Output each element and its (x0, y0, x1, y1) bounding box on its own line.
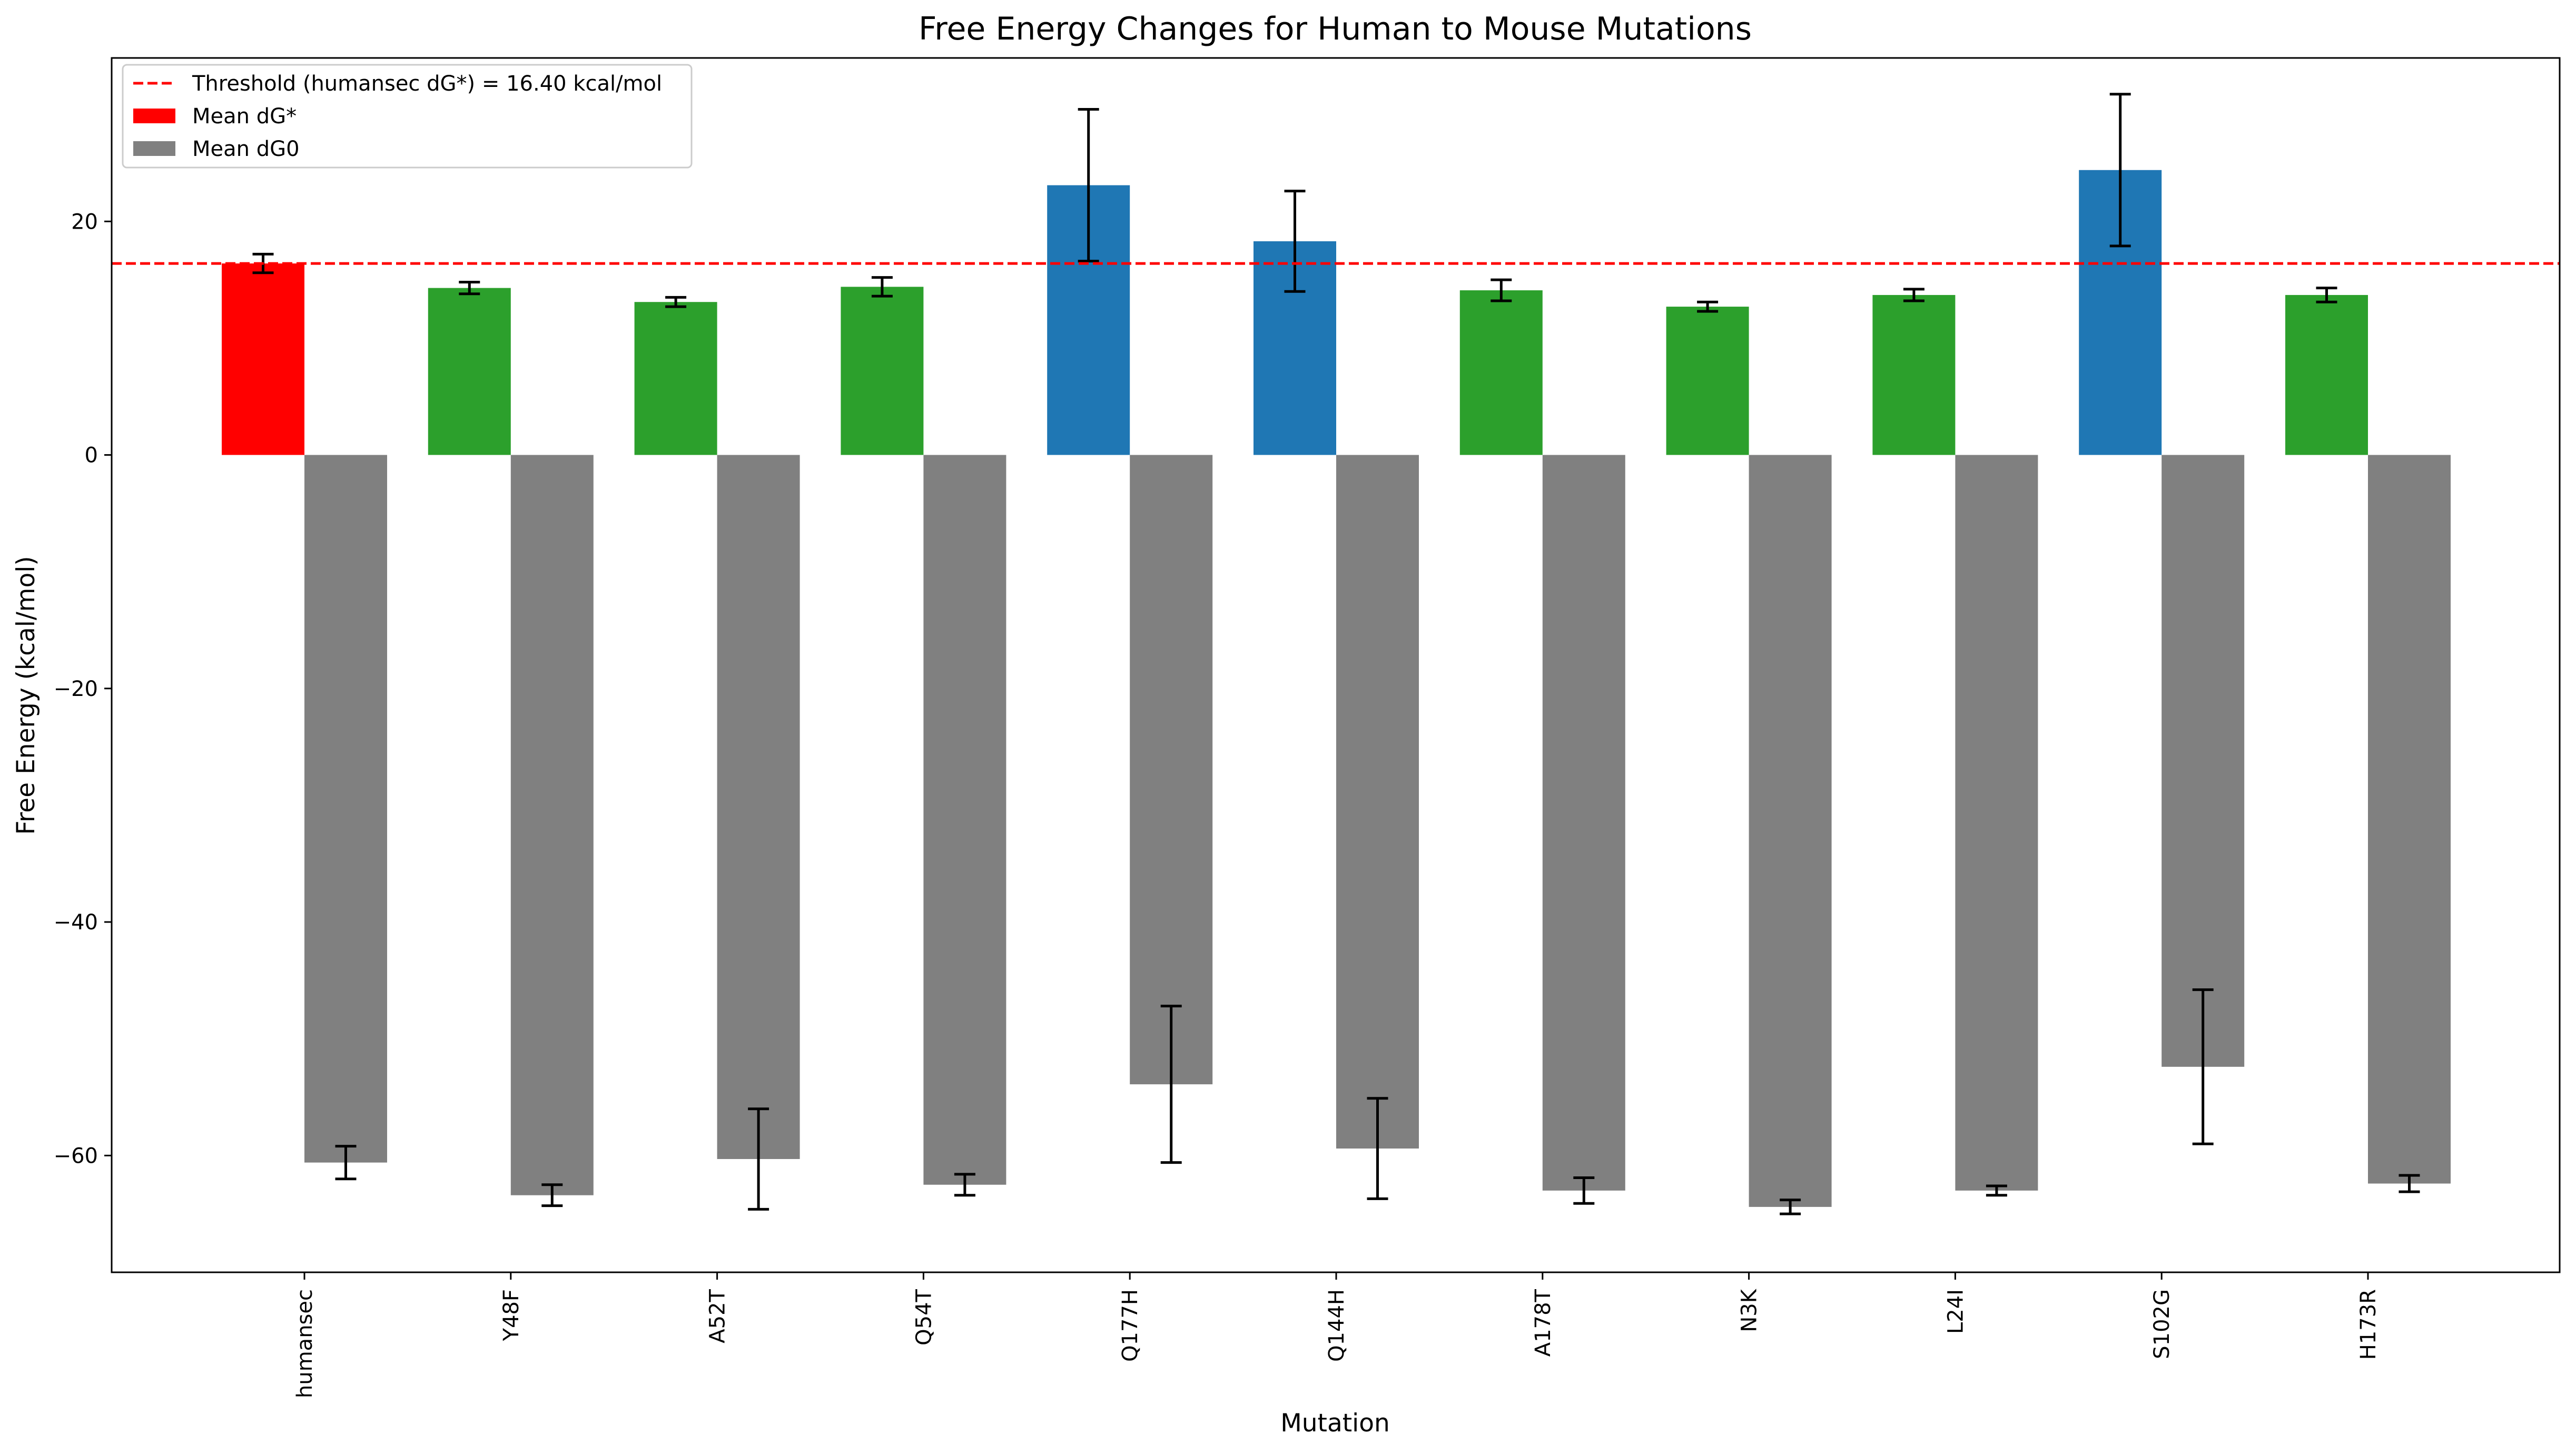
y-tick-label: −40 (54, 910, 98, 935)
legend: Threshold (humansec dG*) = 16.40 kcal/mo… (122, 64, 693, 169)
y-tick-label: 20 (71, 210, 98, 234)
bar-dg-star (841, 287, 924, 455)
error-bar-dg-star (2316, 287, 2337, 303)
legend-swatch-dg0 (133, 141, 175, 156)
legend-box (122, 64, 693, 169)
error-bar-dg0 (748, 1107, 769, 1211)
y-tick-label: 0 (85, 444, 98, 468)
legend-label: Threshold (humansec dG*) = 16.40 kcal/mo… (192, 72, 662, 96)
error-bar-dg-star (459, 281, 480, 296)
x-tick-label: A178T (1531, 1289, 1555, 1357)
error-bar-dg-star (665, 296, 687, 308)
bar-dg0 (304, 455, 387, 1163)
error-bar-dg-star (1284, 190, 1306, 293)
x-tick-label: humansec (293, 1289, 317, 1398)
error-bar-dg-star (1078, 108, 1099, 263)
x-tick-label: A52T (706, 1289, 730, 1343)
error-bar-dg0 (1986, 1184, 2007, 1197)
bar-dg0 (923, 455, 1006, 1185)
legend-swatch-dg-star (133, 109, 175, 123)
error-bar-dg0 (1780, 1199, 1801, 1215)
error-bar-dg-star (871, 276, 893, 298)
bar-dg0 (1130, 455, 1213, 1085)
bar-dg-star (1459, 290, 1543, 455)
x-tick-label: Q144H (1325, 1289, 1349, 1362)
error-bar-dg0 (954, 1173, 975, 1197)
chart-title: Free Energy Changes for Human to Mouse M… (919, 11, 1752, 47)
bar-dg0 (1336, 455, 1419, 1149)
y-tick-label: −60 (54, 1144, 98, 1168)
bar-dg-star (2285, 294, 2368, 455)
plot-area: −60 −40 −20 0 20 humansec Y48F A52T Q54T Q177H Q14… (54, 57, 2561, 1398)
x-tick-label: S102G (2150, 1289, 2174, 1359)
error-bar-dg-star (1697, 300, 1719, 313)
x-tick-label: Q177H (1118, 1289, 1142, 1362)
x-tick-label: N3K (1738, 1288, 1762, 1332)
bar-dg0 (1955, 455, 2038, 1191)
bar-dg0 (510, 455, 594, 1195)
bar-dg-star (1666, 307, 1749, 455)
bar-dg0 (2368, 455, 2451, 1184)
bar-dg0 (2162, 455, 2245, 1067)
bar-dg0 (717, 455, 800, 1160)
error-bar-dg0 (541, 1183, 563, 1207)
bar-dg0 (1542, 455, 1625, 1191)
bar-dg-star (428, 288, 511, 455)
error-bar-dg0 (335, 1145, 357, 1181)
legend-label: Mean dG* (192, 104, 297, 129)
x-tick-label: H173R (2356, 1289, 2381, 1360)
x-tick-label: L24I (1943, 1289, 1968, 1334)
bar-dg-star (634, 302, 717, 455)
error-bar-dg0 (2399, 1174, 2420, 1193)
y-axis-label: Free Energy (kcal/mol) (12, 556, 41, 835)
x-tick-label: Y48F (499, 1289, 524, 1341)
error-bar-dg-star (2109, 93, 2131, 248)
error-bar-dg-star (1491, 278, 1512, 302)
legend-label: Mean dG0 (192, 137, 300, 161)
x-axis-label: Mutation (1280, 1409, 1390, 1438)
bar-dg-star (222, 263, 304, 455)
error-bar-dg0 (1367, 1097, 1388, 1200)
error-bar-dg0 (1160, 1005, 1182, 1164)
x-tick-label: Q54T (912, 1289, 936, 1345)
error-bar-dg-star (1903, 288, 1924, 302)
error-bar-dg0 (1573, 1176, 1595, 1205)
bar-dg0 (1749, 455, 1832, 1207)
bar-dg-star (1872, 294, 1956, 455)
error-bar-dg0 (2192, 988, 2214, 1145)
y-tick-label: −20 (54, 677, 98, 701)
